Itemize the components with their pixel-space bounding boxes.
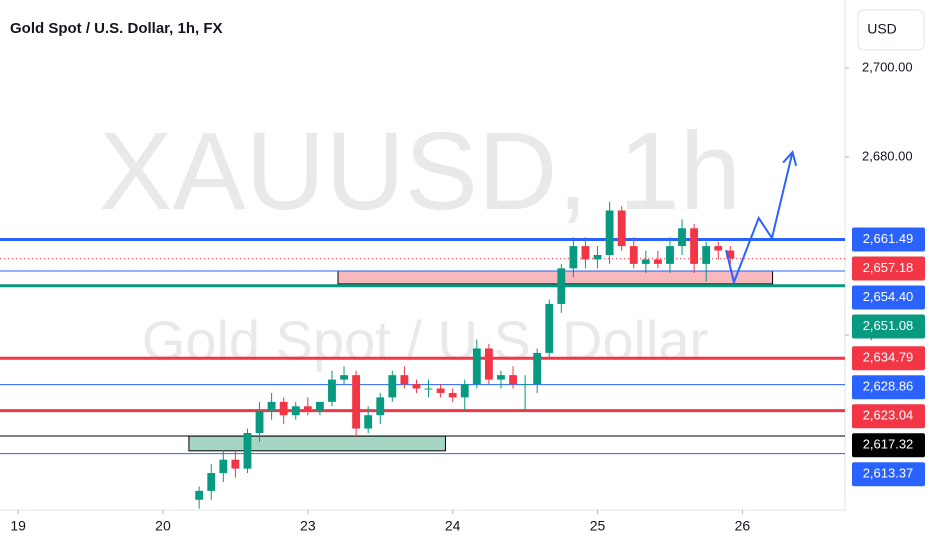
candle-body	[605, 210, 614, 255]
candle-body	[726, 250, 735, 259]
candle-body	[714, 246, 723, 251]
candle-body	[581, 246, 590, 260]
candle-body	[412, 384, 421, 389]
candle-body	[533, 352, 542, 385]
candle-body	[593, 255, 602, 260]
x-tick-label: 23	[300, 518, 316, 534]
candle-body	[219, 459, 228, 474]
level-label: 2,651.08	[863, 318, 914, 333]
candle-body	[521, 384, 530, 386]
candle-body	[666, 246, 674, 264]
level-label-box	[852, 433, 925, 458]
candle-body	[315, 401, 324, 411]
candle-body	[629, 246, 638, 264]
level-label-box	[852, 462, 925, 487]
x-tick-label: 26	[735, 518, 751, 534]
candle-body	[400, 375, 409, 385]
x-tick-label: 25	[590, 518, 606, 534]
watermark-subtitle: Gold Spot / U.S. Dollar	[142, 309, 708, 372]
candle-body	[340, 375, 348, 380]
candle-body	[267, 401, 276, 411]
level-label-box	[852, 346, 925, 371]
candle-body	[509, 375, 517, 385]
candle-body	[388, 375, 397, 398]
zone	[188, 435, 446, 452]
level-label: 2,628.86	[863, 379, 914, 394]
x-tick-label: 20	[155, 518, 171, 534]
level-label: 2,613.37	[863, 466, 914, 481]
candle-body	[376, 397, 385, 416]
candle-body	[690, 228, 699, 264]
candle-body	[328, 379, 336, 402]
level-label: 2,623.04	[863, 408, 914, 423]
level-label: 2,657.18	[863, 260, 914, 275]
level-label: 2,661.49	[863, 231, 914, 246]
candle-body	[195, 490, 204, 500]
candle-body	[702, 246, 711, 264]
candle-body	[243, 433, 252, 469]
currency[interactable]: USD	[867, 21, 897, 37]
candle-body	[291, 406, 300, 416]
watermark: XAUUSD, 1h	[99, 110, 741, 233]
projection-path	[725, 151, 794, 286]
level-label-box	[852, 314, 925, 339]
level-label-box	[852, 256, 925, 281]
level-label-box	[852, 375, 925, 400]
x-tick-label: 24	[445, 518, 461, 534]
candle-body	[497, 375, 505, 380]
candle-body	[255, 410, 264, 434]
plot-area	[0, 150, 845, 509]
candle-body	[460, 384, 469, 398]
candle-body	[678, 228, 686, 247]
candle-body	[207, 473, 216, 491]
candle-body	[424, 388, 433, 390]
y-tick-label: 2,700.00	[862, 60, 913, 75]
candle-body	[364, 415, 373, 429]
candle-body	[436, 388, 445, 393]
candle-body	[303, 406, 312, 411]
candle-body	[231, 459, 240, 469]
candle-body	[545, 303, 554, 353]
level-label: 2,654.40	[863, 289, 914, 304]
candle-body	[448, 392, 457, 398]
currency-button[interactable]	[857, 9, 925, 51]
projection-arrowhead	[782, 150, 798, 166]
candle-body	[484, 348, 493, 380]
level-label-box	[852, 227, 925, 252]
candle-body	[279, 401, 288, 416]
candle-body	[641, 259, 650, 264]
candle-body	[617, 210, 626, 247]
level-label-box	[852, 285, 925, 310]
level-label: 2,634.79	[863, 350, 914, 365]
candle-body	[569, 246, 578, 269]
level-label-box	[852, 404, 925, 429]
y-tick-label: 2,680.00	[862, 149, 913, 164]
level-label: 2,617.32	[863, 437, 914, 452]
candle-body	[653, 259, 662, 264]
candle-body	[557, 268, 566, 304]
candle-body	[352, 375, 361, 429]
chart-title: Gold Spot / U.S. Dollar, 1h, FX	[10, 20, 223, 37]
zone	[337, 270, 774, 285]
candle-body	[472, 348, 481, 385]
x-tick-label: 19	[10, 518, 26, 534]
